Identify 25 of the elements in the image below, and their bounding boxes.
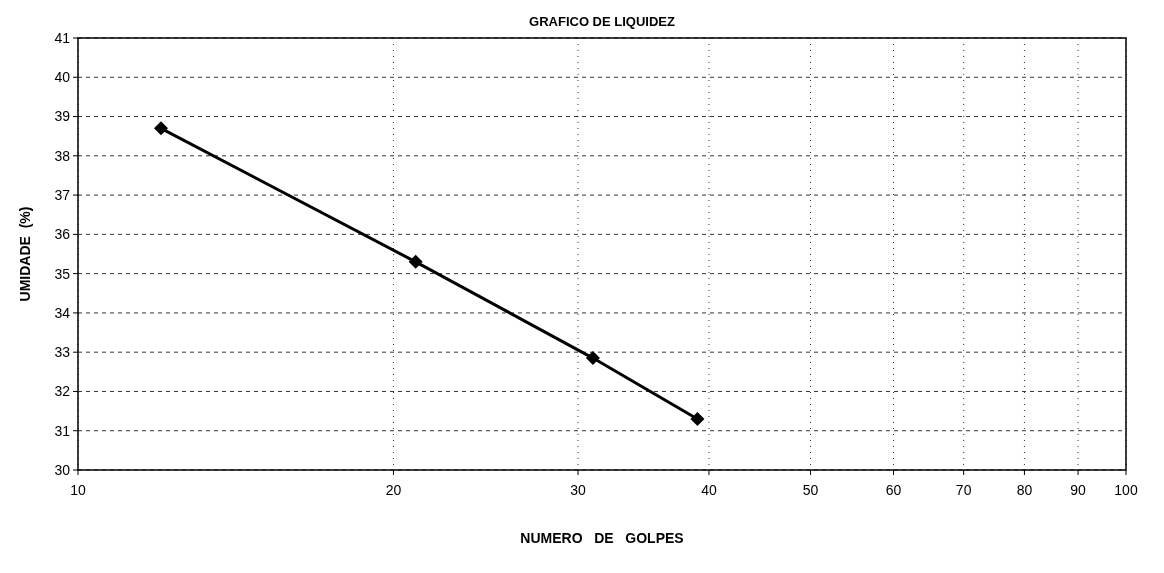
x-tick-label: 50 bbox=[802, 482, 819, 498]
x-tick-label: 100 bbox=[1114, 482, 1138, 498]
x-tick-label: 60 bbox=[885, 482, 902, 498]
y-tick-label: 33 bbox=[54, 344, 71, 361]
y-tick-label: 41 bbox=[54, 29, 71, 46]
y-tick-label: 30 bbox=[54, 461, 71, 478]
x-tick-label: 80 bbox=[1016, 482, 1033, 498]
y-tick-label: 34 bbox=[54, 304, 71, 321]
y-tick-label: 36 bbox=[54, 226, 71, 243]
x-tick-label: 20 bbox=[385, 482, 402, 498]
y-tick-label: 40 bbox=[54, 69, 71, 86]
y-axis-title: UMIDADE (%) bbox=[17, 206, 33, 302]
x-tick-label: 40 bbox=[701, 482, 717, 498]
x-tick-label: 90 bbox=[1070, 482, 1087, 498]
chart-title: GRAFICO DE LIQUIDEZ bbox=[529, 14, 675, 29]
x-tick-label: 70 bbox=[955, 482, 972, 498]
y-tick-label: 38 bbox=[54, 147, 71, 164]
y-tick-label: 31 bbox=[54, 422, 71, 439]
x-tick-label: 30 bbox=[570, 482, 587, 498]
y-tick-label: 37 bbox=[54, 186, 71, 203]
y-tick-label: 35 bbox=[54, 265, 71, 282]
x-axis-title: NUMERO DE GOLPES bbox=[520, 530, 684, 546]
y-tick-label: 39 bbox=[54, 108, 71, 125]
x-tick-label: 10 bbox=[70, 482, 86, 498]
y-tick-label: 32 bbox=[54, 383, 71, 400]
